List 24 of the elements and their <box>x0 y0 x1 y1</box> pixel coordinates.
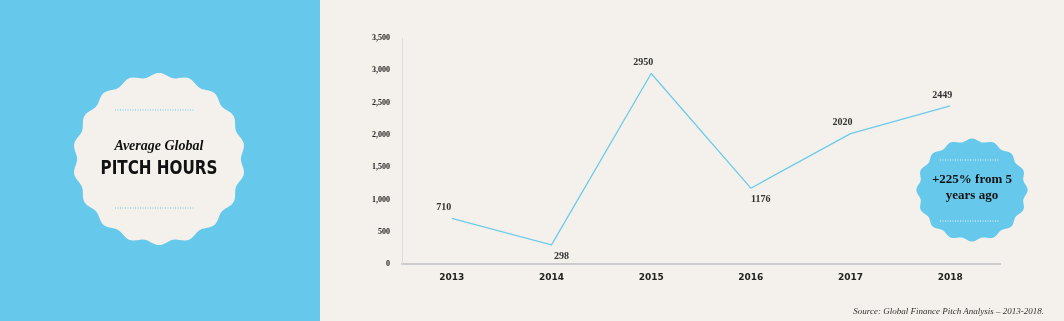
y-tick-label: 2,500 <box>372 97 390 107</box>
x-tick-label: 2017 <box>837 271 864 282</box>
data-label: 2449 <box>932 88 953 100</box>
text: PITCH HOURS <box>99 156 219 178</box>
data-label: 1176 <box>751 192 771 204</box>
y-tick-label: 2,000 <box>372 130 390 140</box>
y-tick-label: 3,500 <box>372 33 390 43</box>
x-tick-label: 2015 <box>638 271 664 282</box>
x-tick-label: 2016 <box>738 271 764 282</box>
y-tick-label: 1,000 <box>372 194 390 204</box>
data-label: 2020 <box>832 116 853 128</box>
x-tick-label: 2014 <box>538 271 565 282</box>
data-label: 2950 <box>633 56 654 68</box>
x-tick-label: 2013 <box>439 271 465 282</box>
data-label: 710 <box>436 200 452 212</box>
y-tick-label: 1,500 <box>372 162 390 172</box>
data-label: 298 <box>554 249 569 261</box>
x-tick-label: 2018 <box>937 271 963 282</box>
text: Average Global <box>113 138 205 154</box>
annotation: +225% from 5 years ago <box>930 171 1014 203</box>
y-tick-label: 3,000 <box>372 65 390 75</box>
y-tick-label: 0 <box>386 259 390 269</box>
source-note: Source: Global Finance Pitch Analysis – 2013-2018. <box>853 306 1044 316</box>
y-tick-label: 500 <box>378 226 390 236</box>
